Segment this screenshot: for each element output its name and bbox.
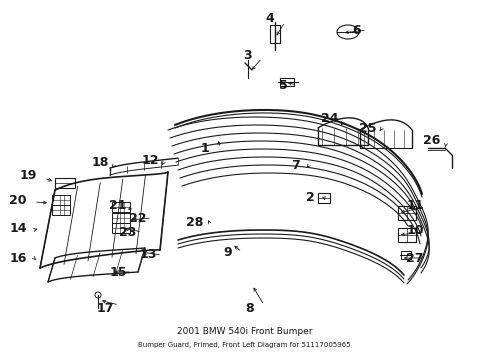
Text: 21: 21 xyxy=(109,198,126,212)
Bar xyxy=(400,251,410,259)
Text: 8: 8 xyxy=(245,302,254,315)
Bar xyxy=(112,202,130,212)
Text: 3: 3 xyxy=(243,49,252,62)
Bar xyxy=(52,205,70,215)
Text: 13: 13 xyxy=(139,248,156,261)
Text: 9: 9 xyxy=(223,246,232,258)
Text: 20: 20 xyxy=(9,194,27,207)
Text: 14: 14 xyxy=(9,221,27,234)
Text: 6: 6 xyxy=(352,23,361,36)
Text: 2: 2 xyxy=(305,190,314,203)
Text: 10: 10 xyxy=(406,224,423,237)
Text: 23: 23 xyxy=(119,225,137,239)
Text: 27: 27 xyxy=(406,252,423,265)
Text: 2001 BMW 540i Front Bumper: 2001 BMW 540i Front Bumper xyxy=(176,328,312,337)
Text: 26: 26 xyxy=(423,134,440,147)
Bar xyxy=(269,25,280,43)
Text: 11: 11 xyxy=(406,198,423,212)
Text: 7: 7 xyxy=(290,158,299,171)
Text: Bumper Guard, Primed, Front Left Diagram for 51117005965: Bumper Guard, Primed, Front Left Diagram… xyxy=(138,342,350,348)
Text: 18: 18 xyxy=(91,156,108,168)
Bar xyxy=(112,223,130,233)
Bar xyxy=(397,228,415,242)
Bar xyxy=(317,193,329,203)
Text: 22: 22 xyxy=(129,212,146,225)
Bar xyxy=(397,206,415,220)
Text: 16: 16 xyxy=(9,252,27,265)
Text: 19: 19 xyxy=(19,168,37,181)
Text: 1: 1 xyxy=(200,141,209,154)
Text: 5: 5 xyxy=(278,78,287,91)
Text: 28: 28 xyxy=(186,216,203,229)
Text: 25: 25 xyxy=(359,122,376,135)
Text: 12: 12 xyxy=(141,153,159,166)
Text: 17: 17 xyxy=(96,302,114,315)
Bar xyxy=(112,213,130,223)
Text: 24: 24 xyxy=(321,112,338,125)
Bar xyxy=(55,178,75,188)
Bar xyxy=(52,195,70,205)
Text: 15: 15 xyxy=(109,266,126,279)
Text: 4: 4 xyxy=(265,12,274,24)
Bar xyxy=(280,78,293,86)
